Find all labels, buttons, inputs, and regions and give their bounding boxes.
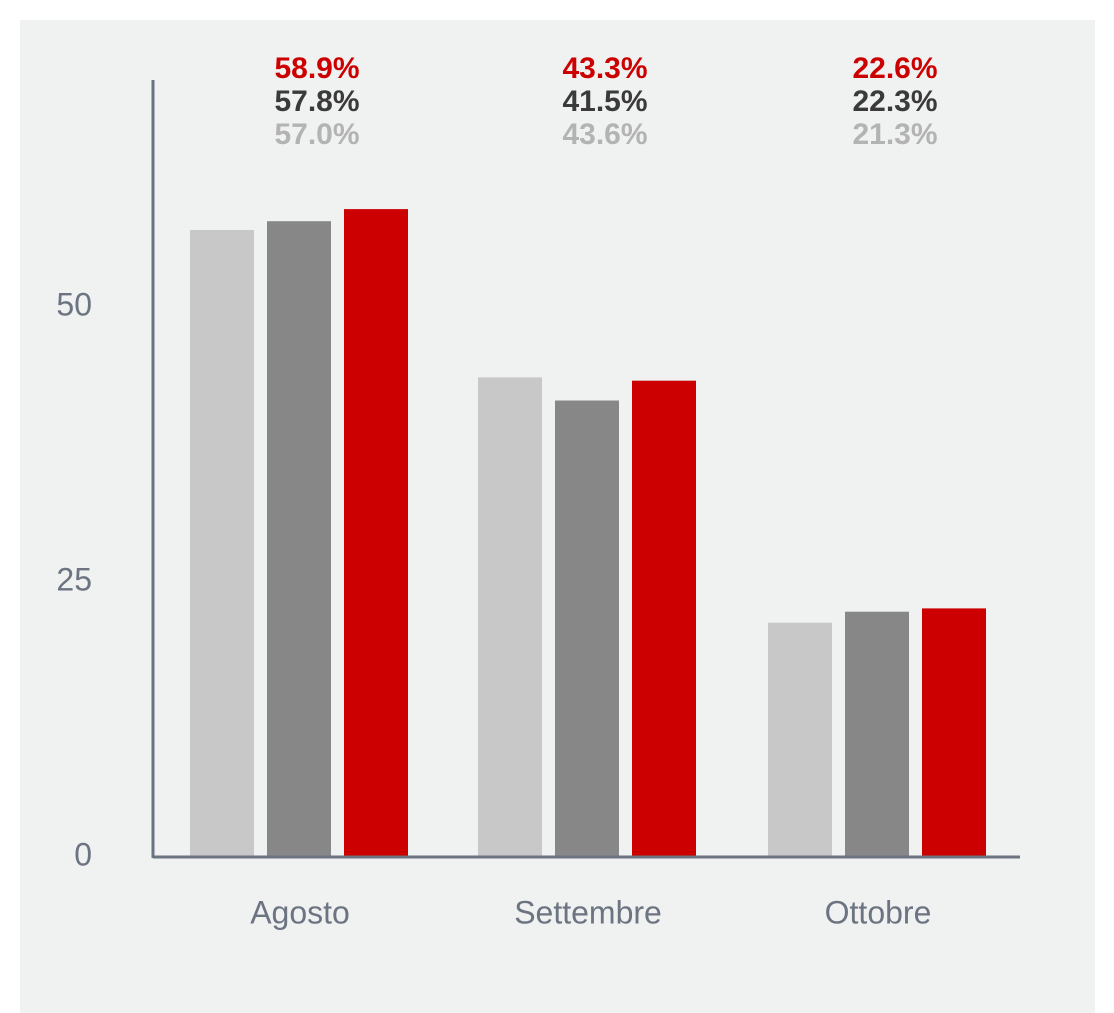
value-label: 43.3% bbox=[562, 52, 647, 85]
y-tick-label: 0 bbox=[74, 836, 92, 872]
value-label: 58.9% bbox=[274, 52, 359, 85]
bar bbox=[344, 209, 408, 858]
bar bbox=[190, 230, 254, 857]
bar bbox=[555, 400, 619, 857]
bar bbox=[267, 221, 331, 857]
value-label: 43.6% bbox=[562, 118, 647, 151]
value-label: 57.8% bbox=[274, 85, 359, 118]
value-label: 21.3% bbox=[852, 118, 937, 151]
x-tick-label: Settembre bbox=[514, 894, 662, 930]
x-tick-label: Ottobre bbox=[825, 894, 932, 930]
bar bbox=[632, 380, 696, 857]
value-label: 41.5% bbox=[562, 85, 647, 118]
bar bbox=[768, 622, 832, 857]
y-tick-label: 25 bbox=[56, 561, 92, 597]
bar bbox=[845, 611, 909, 857]
x-tick-label: Agosto bbox=[250, 894, 350, 930]
bar bbox=[478, 377, 542, 857]
value-label: 57.0% bbox=[274, 118, 359, 151]
value-label: 22.6% bbox=[852, 52, 937, 85]
bar bbox=[922, 608, 986, 857]
value-label: 22.3% bbox=[852, 85, 937, 118]
y-tick-label: 50 bbox=[56, 286, 92, 322]
